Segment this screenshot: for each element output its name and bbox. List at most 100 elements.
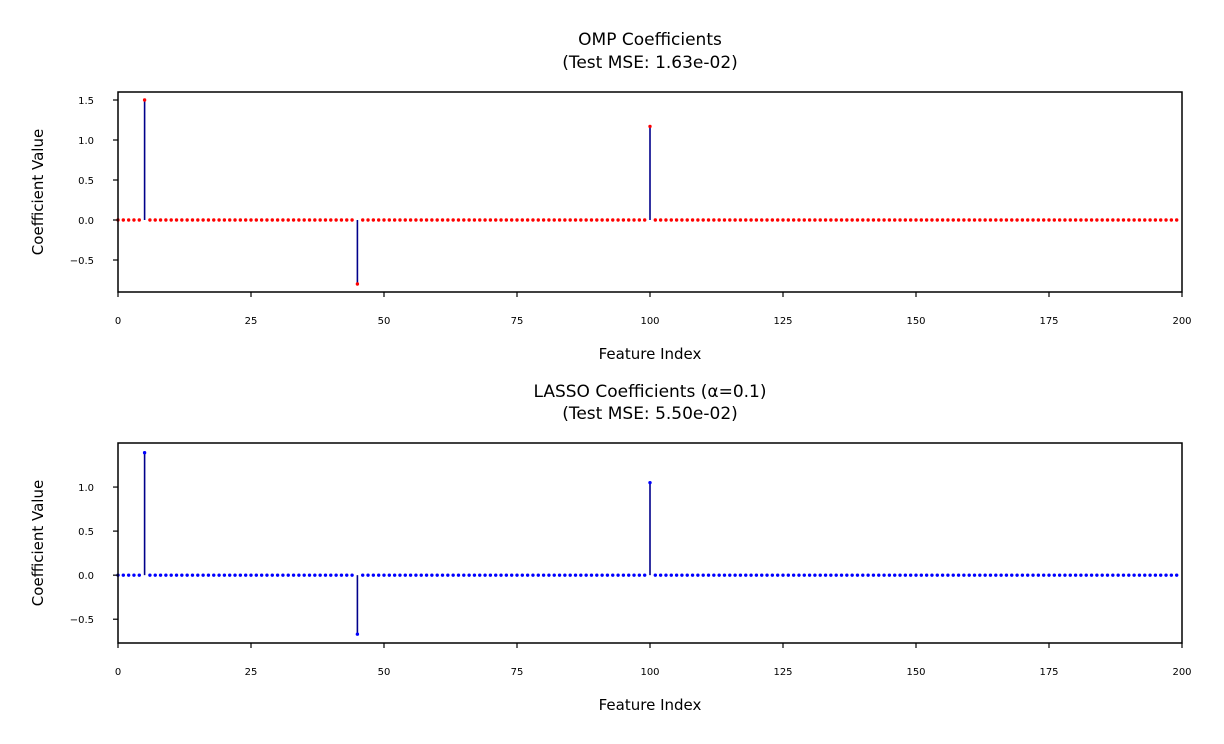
omp-point-113: [717, 218, 721, 222]
lasso-point-127: [791, 573, 796, 577]
lasso-point-2: [126, 573, 131, 577]
omp-x-tick-label-125: 125: [773, 316, 792, 327]
omp-point-31: [281, 218, 285, 222]
lasso-point-41: [334, 573, 338, 577]
lasso-point-143: [877, 573, 881, 577]
lasso-point-153: [930, 573, 934, 577]
lasso-point-195: [1153, 573, 1158, 577]
omp-point-67: [472, 218, 477, 222]
lasso-point-66: [467, 573, 471, 577]
omp-point-133: [823, 218, 828, 222]
lasso-point-168: [1010, 573, 1014, 577]
lasso-point-119: [749, 573, 753, 577]
omp-point-125: [781, 218, 785, 222]
lasso-point-139: [855, 573, 860, 577]
omp-point-63: [451, 218, 455, 222]
omp-point-194: [1148, 218, 1152, 222]
lasso-point-102: [658, 573, 663, 577]
lasso-point-108: [690, 573, 695, 577]
omp-point-186: [1105, 218, 1110, 222]
omp-point-48: [371, 218, 376, 222]
lasso-point-162: [978, 573, 982, 577]
omp-point-83: [557, 218, 562, 222]
lasso-point-137: [845, 573, 849, 577]
omp-point-181: [1079, 218, 1083, 222]
omp-point-38: [318, 218, 322, 222]
lasso-point-52: [392, 573, 397, 577]
omp-y-tick-label-0: −0.5: [70, 256, 94, 267]
lasso-point-191: [1132, 573, 1136, 577]
lasso-point-103: [664, 573, 668, 577]
omp-point-76: [520, 218, 525, 222]
omp-point-128: [797, 218, 801, 222]
lasso-point-64: [456, 573, 461, 577]
lasso-point-159: [962, 573, 966, 577]
lasso-x-tick-label-200: 200: [1172, 667, 1191, 678]
lasso-point-65: [462, 573, 466, 577]
lasso-point-148: [903, 573, 908, 577]
omp-point-182: [1084, 218, 1088, 222]
lasso-x-ticks: 0 25 50 75 100 125 150 175 200: [115, 643, 1192, 678]
lasso-point-19: [217, 573, 221, 577]
lasso-x-axis-label: Feature Index: [599, 696, 702, 714]
omp-point-44: [350, 218, 354, 222]
omp-point-77: [525, 218, 530, 222]
lasso-point-37: [313, 573, 317, 577]
omp-point-87: [579, 218, 583, 222]
omp-point-114: [722, 218, 727, 222]
lasso-point-129: [802, 573, 806, 577]
lasso-x-tick-label-150: 150: [906, 667, 925, 678]
lasso-point-125: [781, 573, 785, 577]
lasso-x-tick-label-25: 25: [245, 667, 258, 678]
lasso-point-70: [488, 573, 493, 577]
omp-point-2: [126, 218, 131, 222]
lasso-point-90: [595, 573, 599, 577]
lasso-point-154: [935, 573, 939, 577]
omp-point-69: [483, 218, 487, 222]
omp-point-106: [680, 218, 684, 222]
omp-point-80: [541, 218, 546, 222]
omp-point-15: [196, 218, 200, 222]
lasso-point-179: [1068, 573, 1072, 577]
omp-point-49: [376, 218, 381, 222]
lasso-point-5: [142, 450, 147, 455]
lasso-point-36: [307, 573, 312, 577]
omp-point-4: [137, 218, 141, 222]
omp-point-75: [515, 218, 519, 222]
lasso-y-axis-label: Coefficient Value: [29, 480, 47, 606]
omp-point-55: [408, 218, 413, 222]
omp-point-171: [1026, 218, 1030, 222]
lasso-point-14: [190, 573, 195, 577]
omp-x-tick-label-75: 75: [511, 316, 524, 327]
omp-point-47: [366, 218, 370, 222]
lasso-point-132: [818, 573, 822, 577]
lasso-point-72: [499, 573, 503, 577]
lasso-point-101: [653, 573, 658, 577]
lasso-point-147: [898, 573, 902, 577]
omp-point-93: [611, 218, 615, 222]
omp-point-148: [903, 218, 908, 222]
lasso-point-189: [1121, 573, 1126, 577]
omp-point-156: [946, 218, 950, 222]
omp-point-126: [786, 218, 791, 222]
lasso-y-ticks: −0.5 0.0 0.5 1.0: [70, 483, 118, 626]
omp-point-28: [265, 218, 269, 222]
lasso-point-94: [616, 573, 620, 577]
omp-point-146: [893, 218, 897, 222]
omp-point-81: [547, 218, 551, 222]
lasso-point-13: [185, 573, 189, 577]
omp-point-14: [190, 218, 195, 222]
omp-point-54: [403, 218, 407, 222]
lasso-point-78: [531, 573, 535, 577]
lasso-point-60: [435, 573, 439, 577]
omp-point-130: [807, 218, 812, 222]
omp-x-tick-label-100: 100: [640, 316, 659, 327]
lasso-point-80: [541, 573, 546, 577]
omp-x-tick-label-150: 150: [906, 316, 925, 327]
lasso-point-98: [637, 573, 642, 577]
omp-point-184: [1095, 218, 1099, 222]
omp-point-135: [834, 218, 838, 222]
lasso-point-145: [887, 573, 892, 577]
omp-point-45: [355, 282, 360, 286]
